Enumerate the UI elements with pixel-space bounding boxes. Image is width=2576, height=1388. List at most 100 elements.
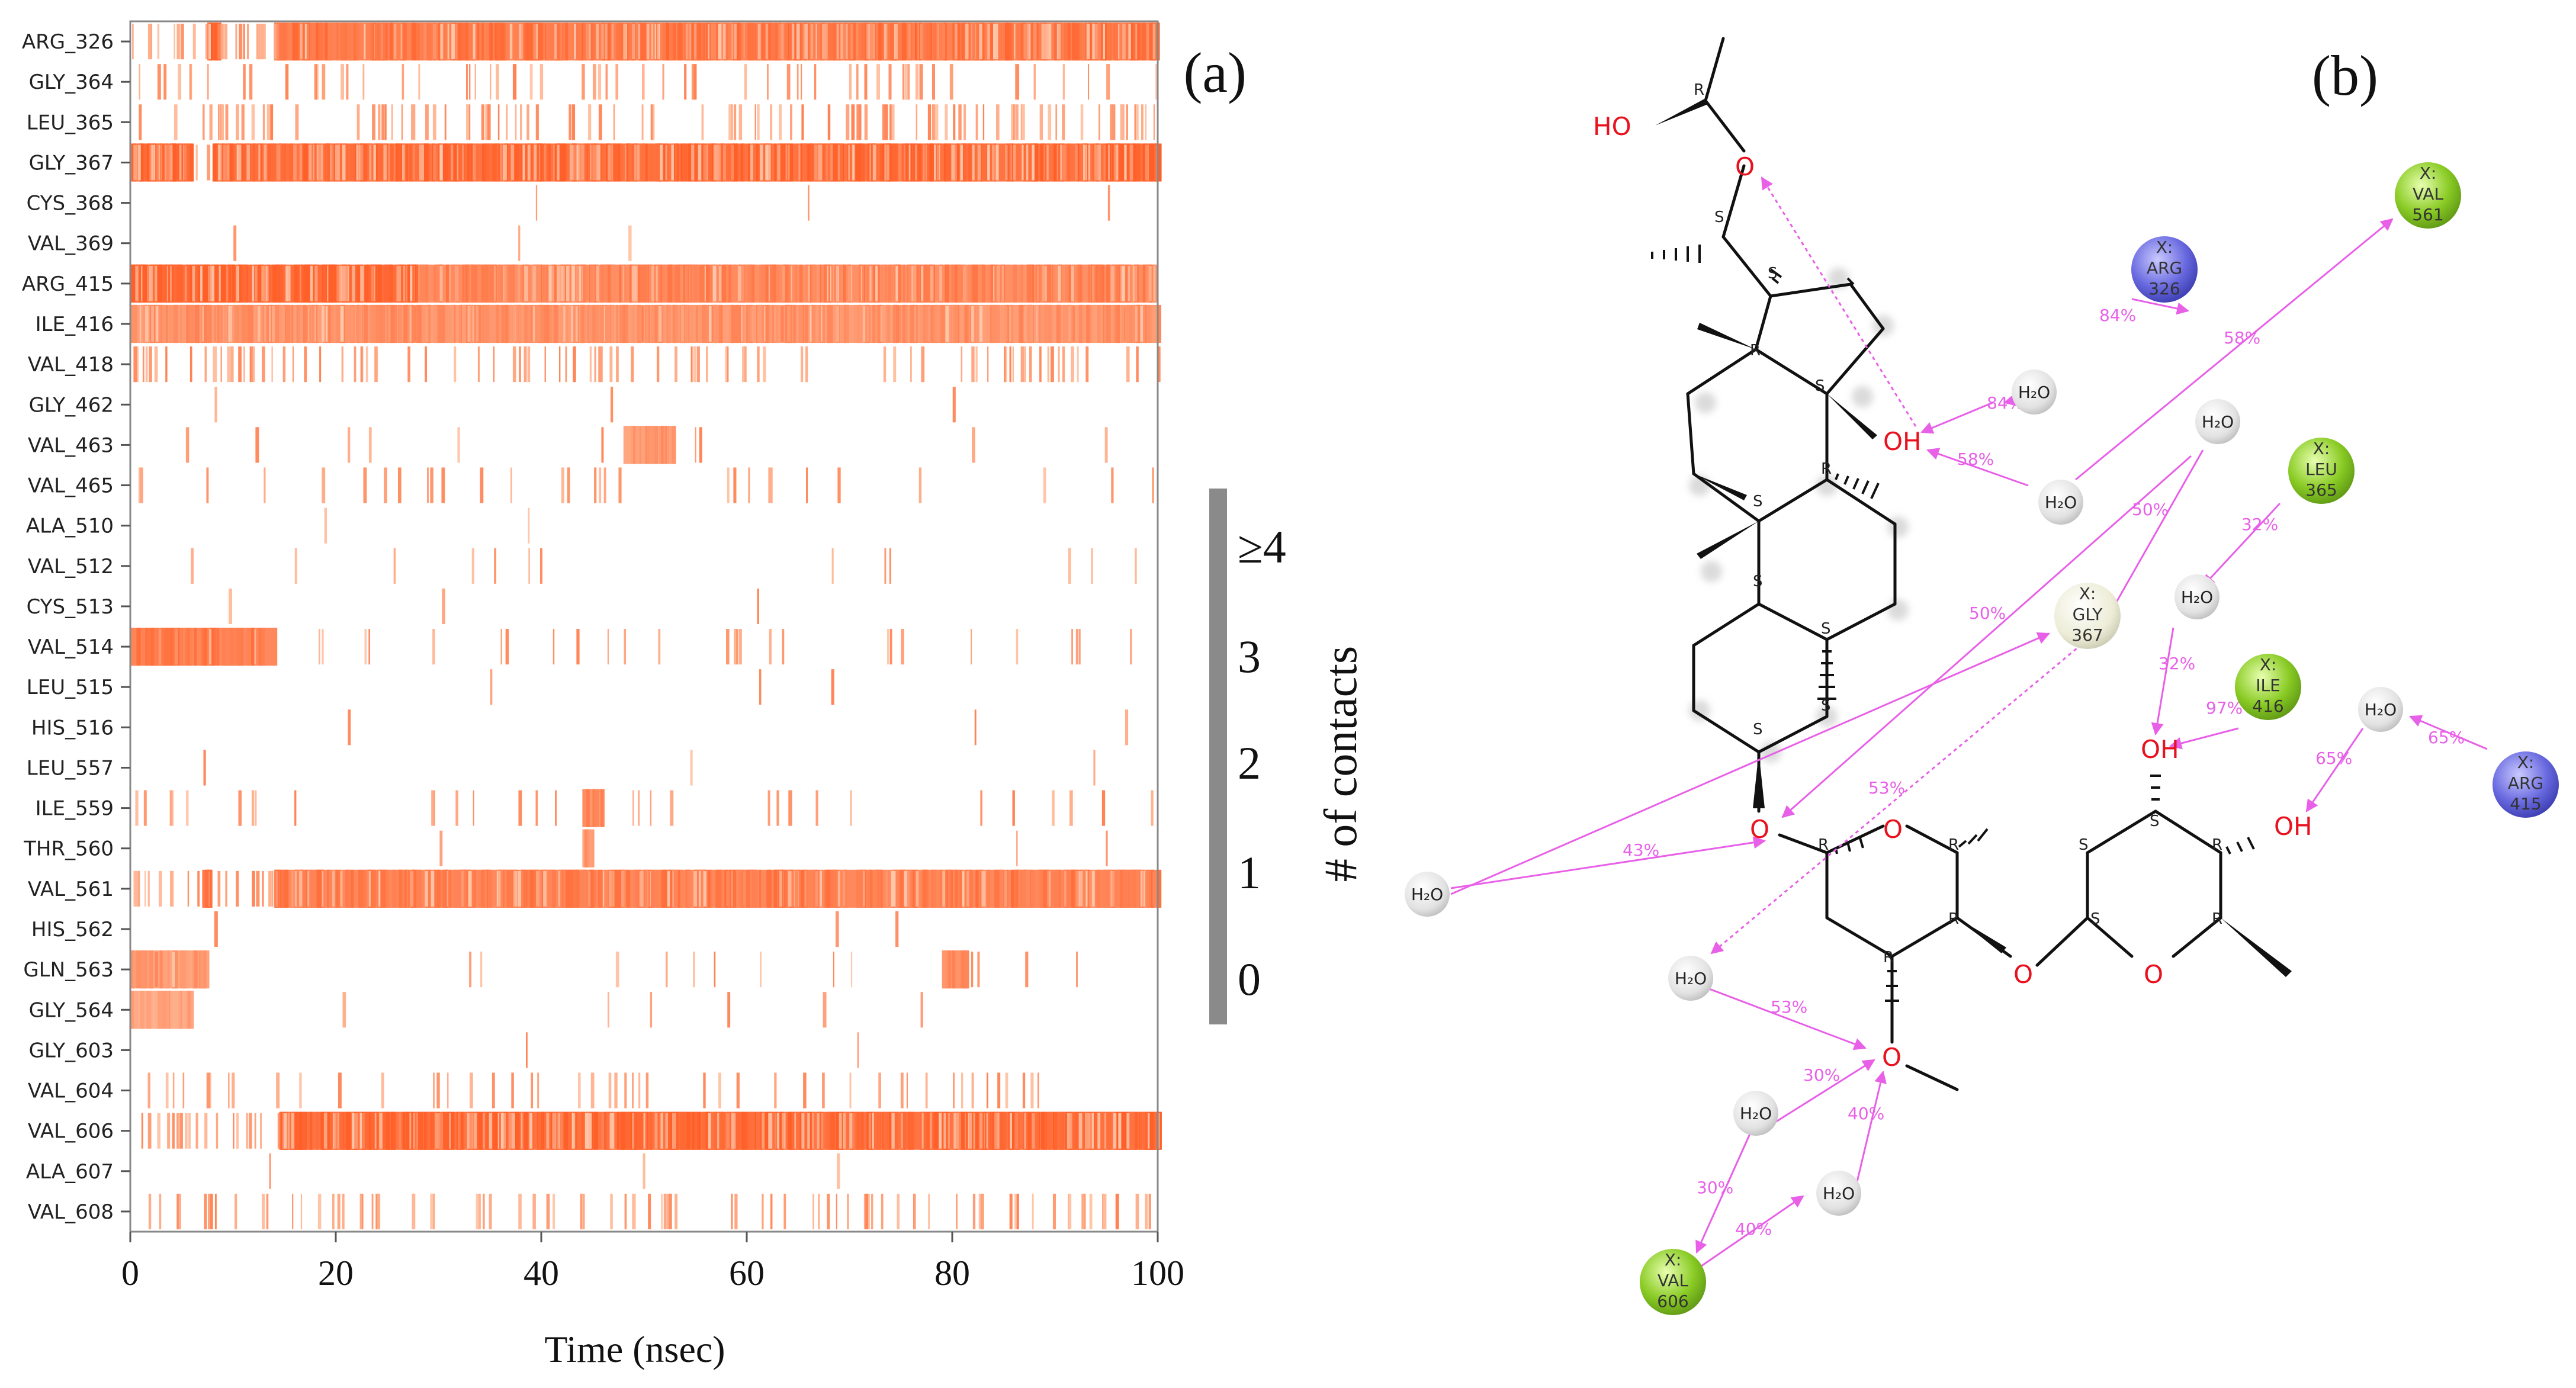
contact-streak	[683, 1111, 687, 1150]
contact-streak	[646, 426, 650, 464]
contact-streak	[371, 265, 374, 301]
contact-streak	[136, 346, 139, 383]
contact-streak	[930, 23, 932, 61]
contact-streak	[939, 144, 940, 181]
contact-streak	[186, 790, 189, 826]
contact-streak	[821, 304, 825, 343]
contact-streak	[962, 265, 966, 301]
contact-streak	[971, 1111, 974, 1150]
contact-streak	[145, 991, 149, 1029]
contact-streak	[510, 467, 512, 503]
contact-streak	[1079, 629, 1081, 665]
contact-streak	[480, 467, 484, 503]
contact-streak	[285, 23, 288, 61]
contact-streak	[301, 23, 307, 61]
contact-streak	[732, 869, 737, 908]
contact-streak	[1075, 629, 1079, 665]
contact-streak	[908, 64, 910, 100]
contact-streak	[175, 629, 178, 665]
contact-streak	[811, 1113, 814, 1149]
contact-streak	[779, 143, 785, 182]
contact-streak	[509, 143, 512, 182]
contact-streak	[855, 24, 859, 60]
contact-streak	[468, 264, 472, 303]
contact-streak	[394, 143, 399, 182]
contact-streak	[728, 869, 731, 908]
contact-streak	[590, 789, 596, 827]
contact-streak	[911, 869, 917, 908]
contact-streak	[189, 346, 192, 383]
contact-streak	[473, 869, 476, 908]
contact-streak	[844, 264, 849, 303]
contact-streak	[720, 1111, 725, 1150]
contact-streak	[638, 1111, 643, 1150]
contact-streak	[180, 950, 185, 989]
contact-streak	[693, 64, 697, 100]
contact-streak	[751, 264, 755, 303]
contact-streak	[321, 144, 323, 181]
contact-streak	[625, 144, 627, 181]
contact-streak	[797, 1111, 799, 1150]
contact-streak	[242, 264, 247, 303]
contact-streak	[901, 629, 904, 665]
contact-streak	[478, 265, 481, 301]
contact-streak	[943, 23, 948, 61]
contact-streak	[279, 304, 284, 343]
contact-streak	[485, 23, 490, 61]
contact-streak	[1007, 265, 1010, 301]
contact-streak	[807, 1113, 810, 1149]
contact-streak	[659, 264, 663, 303]
contact-streak	[198, 628, 202, 666]
contact-streak	[716, 23, 720, 61]
contact-streak	[803, 143, 807, 182]
contact-streak	[538, 306, 541, 342]
contact-streak	[477, 23, 480, 61]
contact-streak	[722, 144, 727, 181]
contact-streak	[1126, 346, 1130, 383]
contact-streak	[439, 830, 443, 866]
contact-streak	[814, 144, 818, 181]
contact-streak	[138, 628, 141, 666]
contact-streak	[315, 64, 317, 100]
contact-streak	[963, 950, 969, 989]
contact-streak	[210, 1072, 211, 1109]
contact-streak	[693, 870, 698, 907]
contact-streak	[515, 870, 518, 907]
contact-streak	[1133, 23, 1136, 61]
contact-streak	[539, 548, 542, 584]
contact-streak	[872, 304, 876, 343]
contact-streak	[821, 143, 824, 182]
contact-streak	[927, 306, 930, 342]
contact-streak	[339, 1111, 343, 1150]
contact-streak	[457, 869, 461, 908]
contact-streak	[339, 265, 341, 301]
contact-streak	[670, 790, 674, 826]
contact-streak	[1052, 790, 1055, 826]
contact-streak	[515, 306, 516, 342]
contact-streak	[894, 869, 899, 908]
contact-streak	[318, 23, 322, 61]
contact-streak	[716, 869, 721, 908]
contact-streak	[899, 306, 901, 342]
contact-streak	[133, 304, 137, 343]
contact-streak	[774, 306, 776, 342]
contact-streak	[228, 1072, 230, 1109]
contact-streak	[1136, 143, 1140, 182]
contact-streak	[298, 304, 301, 343]
contact-streak	[140, 467, 143, 503]
contact-streak	[1030, 306, 1032, 342]
contact-streak	[147, 870, 150, 907]
contact-streak	[1025, 304, 1029, 343]
contact-streak	[663, 304, 669, 343]
contact-streak	[567, 467, 570, 503]
contact-streak	[376, 304, 379, 343]
contact-streak	[654, 264, 657, 303]
contact-streak	[769, 144, 771, 181]
contact-streak	[641, 143, 645, 182]
contact-streak	[337, 1113, 339, 1149]
contact-streak	[177, 304, 180, 343]
contact-streak	[144, 870, 146, 907]
contact-streak	[192, 950, 195, 989]
contact-streak	[894, 24, 898, 60]
